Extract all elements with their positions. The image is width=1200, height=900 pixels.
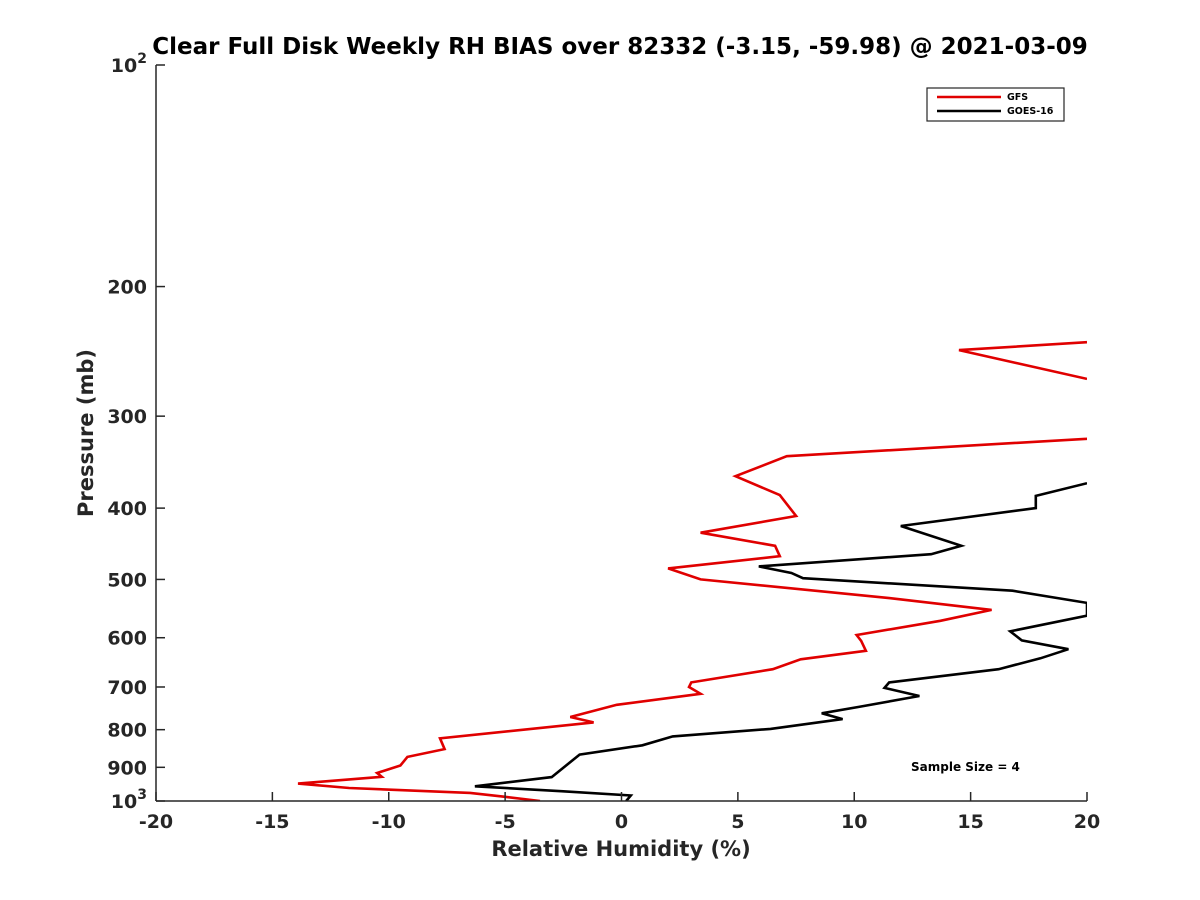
x-tick-label: 20 <box>1074 811 1100 833</box>
chart-title: Clear Full Disk Weekly RH BIAS over 8233… <box>152 34 1088 60</box>
legend-label-goes16: GOES-16 <box>1007 106 1054 117</box>
y-tick-label-base: 10 <box>111 55 137 77</box>
y-tick-label: 200 <box>107 277 147 299</box>
x-ticks: -20 -15 -10 -5 0 5 10 15 20 <box>139 792 1100 833</box>
x-axis-label: Relative Humidity (%) <box>491 837 750 861</box>
series-line-goes16 <box>474 481 1087 801</box>
y-tick-label-base: 600 <box>107 628 147 650</box>
x-tick-label: -10 <box>372 811 406 833</box>
y-axis-label: Pressure (mb) <box>74 349 98 517</box>
legend: GFS GOES-16 <box>926 87 1065 122</box>
y-tick-label: 300 <box>107 406 147 428</box>
x-tick-label: 10 <box>841 811 867 833</box>
axes-layer <box>155 65 1087 802</box>
y-tick-label: 400 <box>107 498 147 520</box>
y-tick-label-base: 700 <box>107 677 147 699</box>
y-tick-label: 600 <box>107 628 147 650</box>
y-tick-label-base: 900 <box>107 757 147 779</box>
y-tick-label-base: 500 <box>107 569 147 591</box>
series-line-gfs <box>297 437 1087 801</box>
x-tick-label: -5 <box>495 811 516 833</box>
x-tick-label: 0 <box>615 811 628 833</box>
y-tick-label: 102 <box>111 51 147 77</box>
x-tick-label: -20 <box>139 811 173 833</box>
y-tick-label-base: 200 <box>107 277 147 299</box>
y-tick-label: 103 <box>111 787 147 813</box>
legend-label-gfs: GFS <box>1007 92 1028 103</box>
y-tick-label-base: 300 <box>107 406 147 428</box>
legend-box <box>926 87 1065 122</box>
y-tick-label: 900 <box>107 757 147 779</box>
y-tick-label: 500 <box>107 569 147 591</box>
x-tick-label: -15 <box>255 811 289 833</box>
y-tick-label-exponent: 3 <box>137 787 147 803</box>
y-tick-label-base: 800 <box>107 720 147 742</box>
series-line-gfs-upper <box>958 340 1087 381</box>
series-layer <box>297 340 1087 801</box>
x-tick-label: 5 <box>731 811 744 833</box>
y-tick-label-exponent: 2 <box>137 51 147 67</box>
y-tick-label: 800 <box>107 720 147 742</box>
y-tick-label: 700 <box>107 677 147 699</box>
x-tick-label: 15 <box>957 811 983 833</box>
y-tick-label-base: 10 <box>111 791 137 813</box>
sample-size-note: Sample Size = 4 <box>911 760 1020 774</box>
y-tick-label-base: 400 <box>107 498 147 520</box>
